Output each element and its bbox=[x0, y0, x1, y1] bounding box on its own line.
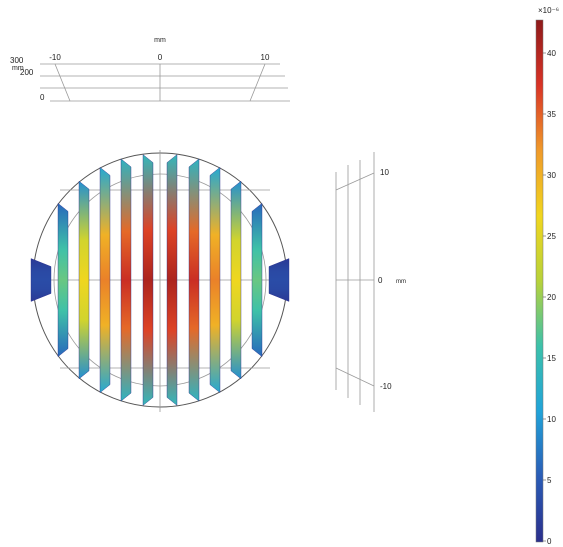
stress-plate bbox=[188, 158, 200, 402]
stress-plate bbox=[251, 202, 263, 358]
top-axis-depth-tick-label: 0 bbox=[40, 93, 45, 102]
top-axis-tick-10 bbox=[249, 63, 266, 102]
top-axis-depth-unit-label: mm bbox=[12, 65, 24, 72]
colorbar-tick-label: 0 bbox=[547, 537, 552, 546]
side-axis-tick-label: 10 bbox=[380, 168, 389, 177]
colorbar: ×10⁻⁶ 40 35 30 25 20 15 10 5 0 bbox=[535, 6, 559, 546]
top-axis-depth-tick-label: 200 bbox=[20, 68, 34, 77]
stress-plate bbox=[99, 166, 111, 394]
colorbar-exponent-label: ×10⁻⁶ bbox=[538, 6, 559, 15]
side-axis-tick-label: 0 bbox=[378, 276, 383, 285]
colorbar-tick-label: 40 bbox=[547, 49, 556, 58]
stress-plate bbox=[142, 154, 154, 406]
top-axis-x-tick-label: -10 bbox=[49, 53, 61, 62]
side-axis-tick-neg10 bbox=[335, 367, 375, 387]
colorbar-tick-label: 10 bbox=[547, 415, 556, 424]
top-axis-tick-neg10 bbox=[54, 63, 71, 102]
colorbar-tick-label: 30 bbox=[547, 171, 556, 180]
stress-plate bbox=[30, 258, 52, 302]
top-axis-x-tick-label: 10 bbox=[261, 53, 270, 62]
side-axis-tick-label: -10 bbox=[380, 382, 392, 391]
colorbar-ticks: 40 35 30 25 20 15 10 5 0 bbox=[543, 49, 556, 546]
stress-plate bbox=[78, 180, 90, 380]
side-axis-tick-10 bbox=[335, 172, 375, 191]
stress-plate bbox=[268, 258, 290, 302]
main-view bbox=[30, 150, 290, 412]
colorbar-tick-label: 20 bbox=[547, 293, 556, 302]
top-axis-unit-label: mm bbox=[154, 37, 166, 44]
colorbar-tick-label: 25 bbox=[547, 232, 556, 241]
colorbar-gradient-bar bbox=[535, 19, 544, 543]
stress-plate bbox=[166, 154, 178, 406]
side-axis: 10 0 mm -10 bbox=[335, 152, 406, 412]
top-axis-depth-tick-label: 300 bbox=[10, 56, 24, 65]
stress-plate bbox=[57, 202, 69, 358]
stress-plates bbox=[30, 154, 290, 406]
stress-plate bbox=[230, 180, 242, 380]
stress-plate bbox=[209, 166, 221, 394]
top-axis-x-tick-label: 0 bbox=[158, 53, 163, 62]
colorbar-tick-label: 15 bbox=[547, 354, 556, 363]
colorbar-tick-label: 35 bbox=[547, 110, 556, 119]
side-axis-unit-label: mm bbox=[396, 279, 406, 285]
colorbar-tick-label: 5 bbox=[547, 476, 552, 485]
stress-plate bbox=[120, 158, 132, 402]
top-axis: mm -10 0 10 300 mm 200 0 bbox=[10, 37, 290, 102]
